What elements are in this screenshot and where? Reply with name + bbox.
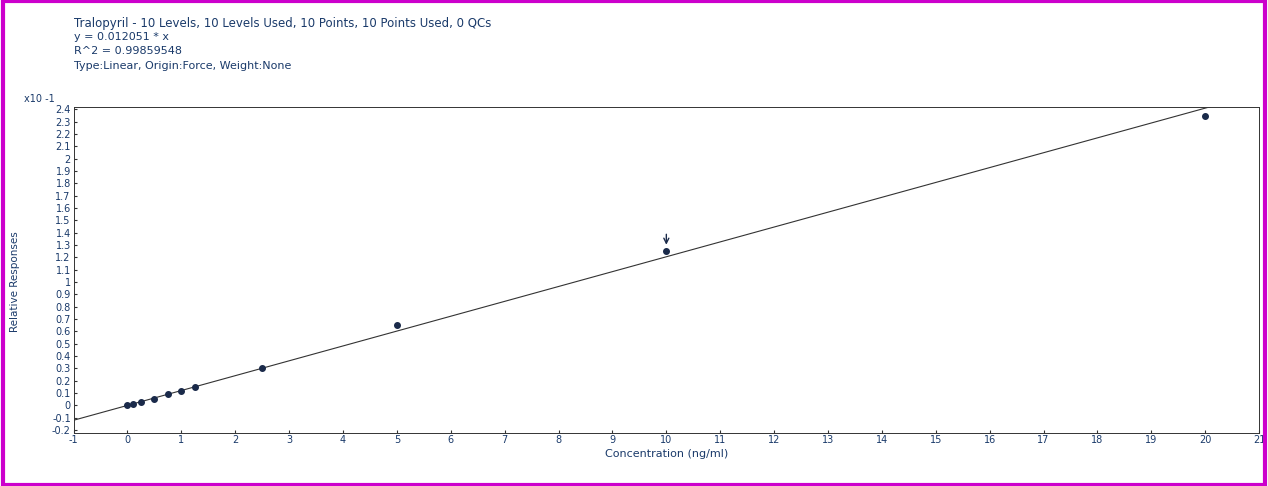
Point [145, 395, 165, 403]
Text: x10 -1: x10 -1 [24, 94, 55, 104]
Point [252, 364, 273, 372]
Point [387, 321, 407, 329]
Text: Tralopyril - 10 Levels, 10 Levels Used, 10 Points, 10 Points Used, 0 QCs: Tralopyril - 10 Levels, 10 Levels Used, … [74, 17, 491, 30]
Text: y = 0.012051 * x: y = 0.012051 * x [74, 32, 169, 42]
Point [1194, 112, 1215, 120]
Point [117, 401, 137, 409]
Point [123, 400, 143, 408]
X-axis label: Concentration (ng/ml): Concentration (ng/ml) [605, 450, 728, 459]
Text: Relative Responses: Relative Responses [10, 231, 20, 332]
Point [185, 383, 205, 391]
Point [657, 247, 677, 255]
Point [131, 398, 151, 406]
Point [171, 387, 191, 395]
Text: R^2 = 0.99859548: R^2 = 0.99859548 [74, 46, 181, 56]
Point [157, 390, 178, 398]
Text: Type:Linear, Origin:Force, Weight:None: Type:Linear, Origin:Force, Weight:None [74, 61, 290, 71]
